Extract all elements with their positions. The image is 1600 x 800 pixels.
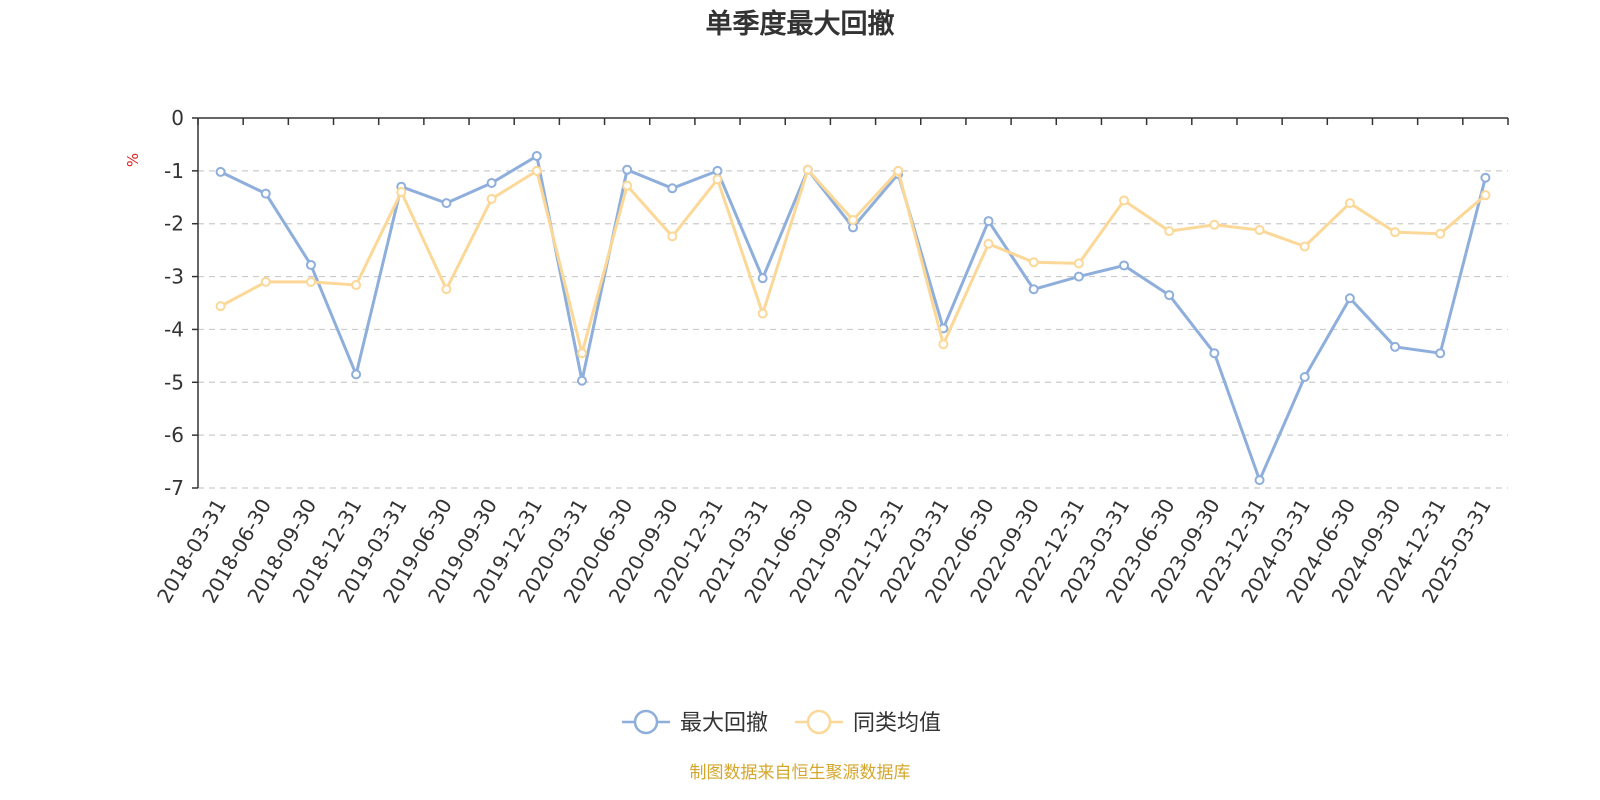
y-tick-label: -4	[164, 317, 184, 341]
series-1-point	[1344, 293, 1355, 304]
legend-marker-1	[633, 709, 659, 735]
y-tick-label: -5	[164, 370, 184, 394]
series-2-point	[1299, 241, 1310, 252]
series-2-point	[1435, 228, 1446, 239]
series-group	[215, 151, 1491, 486]
series-2-point	[983, 238, 994, 249]
series-1-point	[1390, 341, 1401, 352]
series-1-point	[1028, 284, 1039, 295]
series-1-point	[1164, 290, 1175, 301]
y-tick-label: -1	[164, 159, 184, 183]
legend-marker-2	[806, 709, 832, 735]
series-1-point	[486, 178, 497, 189]
series-2-point	[712, 174, 723, 185]
legend-label-2: 同类均值	[853, 711, 941, 736]
series-1-point	[351, 369, 362, 380]
series-1-point	[1209, 348, 1220, 359]
y-tick-label: -2	[164, 212, 184, 236]
source-note: 制图数据来自恒生聚源数据库	[690, 763, 911, 783]
y-tick-label: -6	[164, 423, 184, 447]
series-1-point	[576, 375, 587, 386]
y-tick-label: -7	[164, 476, 184, 500]
chart-title: 单季度最大回撤	[706, 8, 895, 40]
series-2-point	[486, 193, 497, 204]
series-1-point	[1480, 172, 1491, 183]
series-2-point	[802, 164, 813, 175]
series-line-1	[219, 154, 1487, 482]
y-tick-label: -3	[164, 265, 184, 289]
series-2-point	[215, 301, 226, 312]
series-2-point	[1028, 257, 1039, 268]
series-2-point	[1073, 258, 1084, 269]
series-2-point	[531, 165, 542, 176]
series-1-point	[1073, 271, 1084, 282]
series-2-point	[1480, 190, 1491, 201]
series-1-point	[531, 151, 542, 162]
series-1-point	[622, 164, 633, 175]
series-1-point	[1299, 372, 1310, 382]
series-2-point	[1390, 227, 1401, 238]
legend[interactable]: 最大回撤 同类均值	[622, 709, 941, 736]
series-1-point	[215, 166, 226, 177]
series-1-point	[441, 198, 452, 209]
series-2-point	[1254, 225, 1265, 236]
series-2-point	[305, 276, 316, 287]
series-2-point	[667, 231, 678, 242]
series-1-point	[1254, 475, 1265, 486]
series-2-point	[351, 280, 362, 291]
series-2-point	[1344, 198, 1355, 209]
series-2-point	[441, 284, 452, 295]
series-1-point	[757, 273, 768, 284]
y-tick-label: 0	[171, 106, 184, 130]
axes	[192, 117, 1509, 489]
y-tick-labels: 0 -1 -2 -3 -4 -5 -6 -7	[164, 106, 184, 500]
series-2-point	[893, 165, 904, 176]
series-line-2	[219, 168, 1487, 355]
series-2-point	[396, 187, 407, 197]
legend-label-1: 最大回撤	[680, 711, 768, 736]
series-2-point	[1209, 219, 1220, 230]
series-1-point	[712, 165, 723, 176]
y-axis-unit: %	[124, 153, 142, 167]
series-1-point	[983, 216, 994, 227]
series-2-point	[1164, 226, 1175, 237]
x-tick-labels: 2018-03-312018-06-302018-09-302018-12-31…	[152, 494, 1496, 607]
series-1-point	[1119, 260, 1130, 271]
series-1-point	[260, 188, 271, 199]
series-1-point	[1435, 348, 1446, 359]
series-2-point	[1119, 195, 1130, 206]
series-2-point	[938, 339, 949, 350]
series-2-point	[576, 348, 587, 359]
series-1-point	[667, 183, 678, 194]
series-1-point	[305, 259, 316, 270]
series-2-point	[757, 308, 768, 319]
series-2-point	[260, 276, 271, 287]
series-2-point	[848, 215, 858, 226]
series-2-point	[622, 180, 633, 191]
